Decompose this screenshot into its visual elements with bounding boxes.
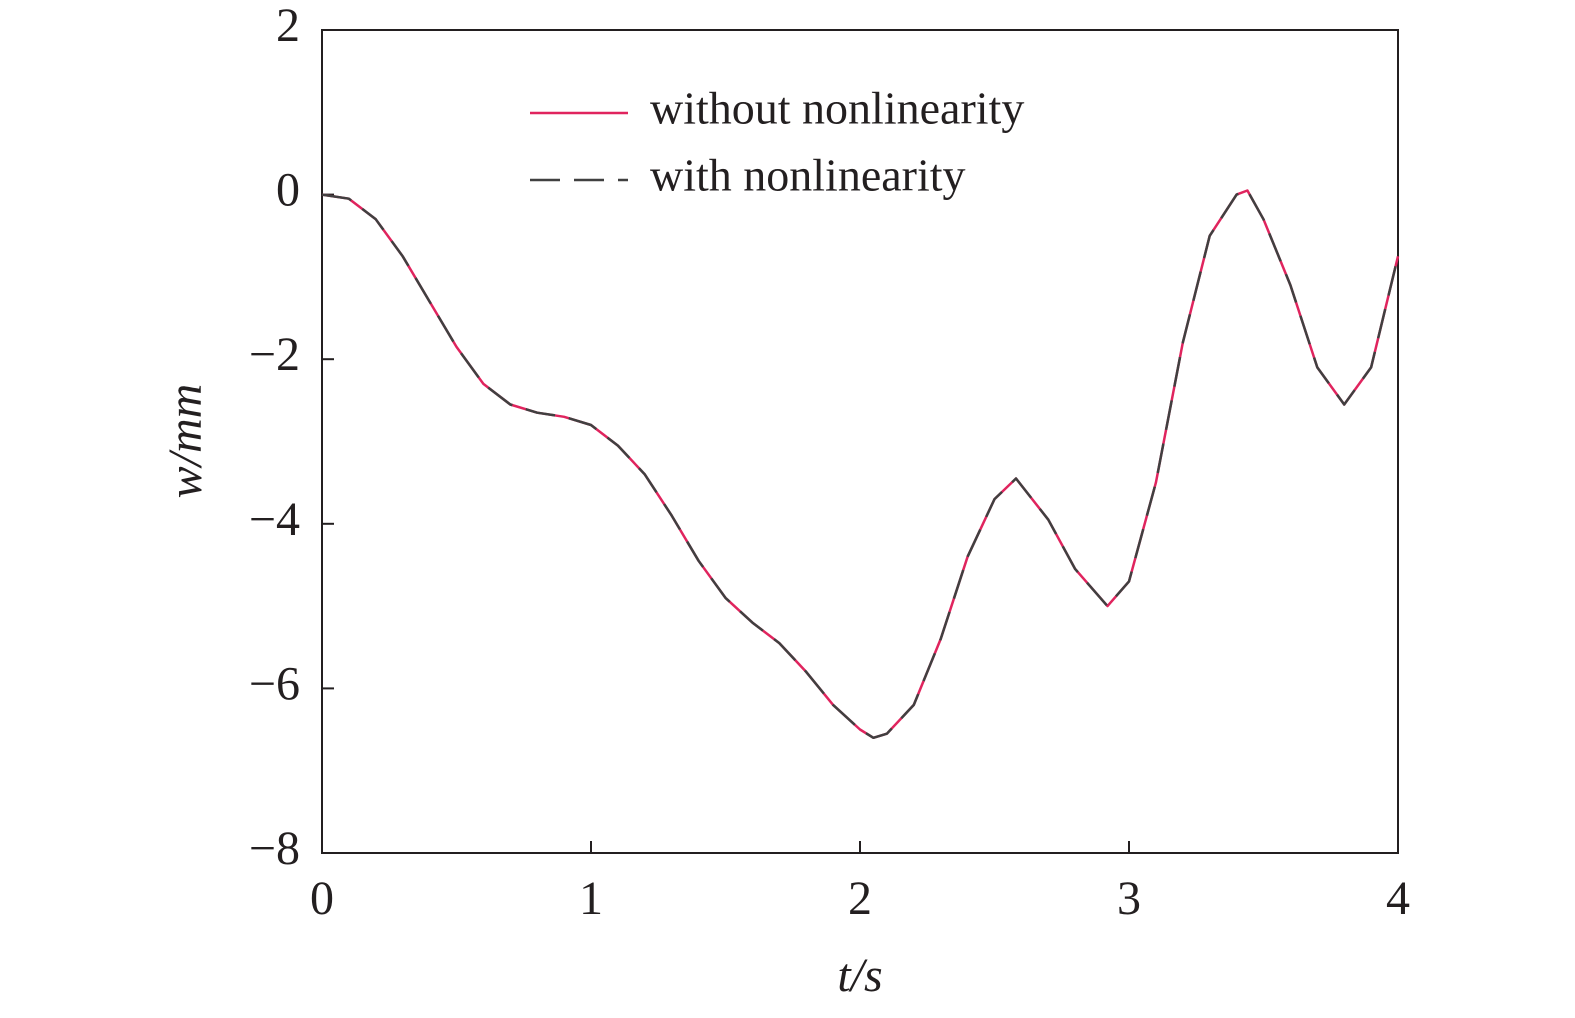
y-tick-label: −8 (249, 822, 300, 875)
series-line (321, 189, 1400, 740)
y-tick-label: −6 (249, 657, 300, 710)
legend-label: with nonlinearity (650, 150, 966, 201)
x-axis-label: t/s (837, 949, 882, 1002)
x-tick-label: 1 (579, 872, 603, 925)
x-tick-label: 3 (1117, 872, 1141, 925)
y-axis-label: w/mm (159, 384, 212, 499)
series-line (321, 189, 1400, 740)
y-tick-label: 2 (276, 0, 300, 52)
legend-label: without nonlinearity (650, 83, 1024, 134)
x-tick-label: 4 (1386, 872, 1410, 925)
y-tick-label: −4 (249, 493, 300, 546)
x-tick-label: 2 (848, 872, 872, 925)
x-tick-label: 0 (310, 872, 334, 925)
y-tick-label: 0 (276, 164, 300, 217)
y-tick-label: −2 (249, 328, 300, 381)
